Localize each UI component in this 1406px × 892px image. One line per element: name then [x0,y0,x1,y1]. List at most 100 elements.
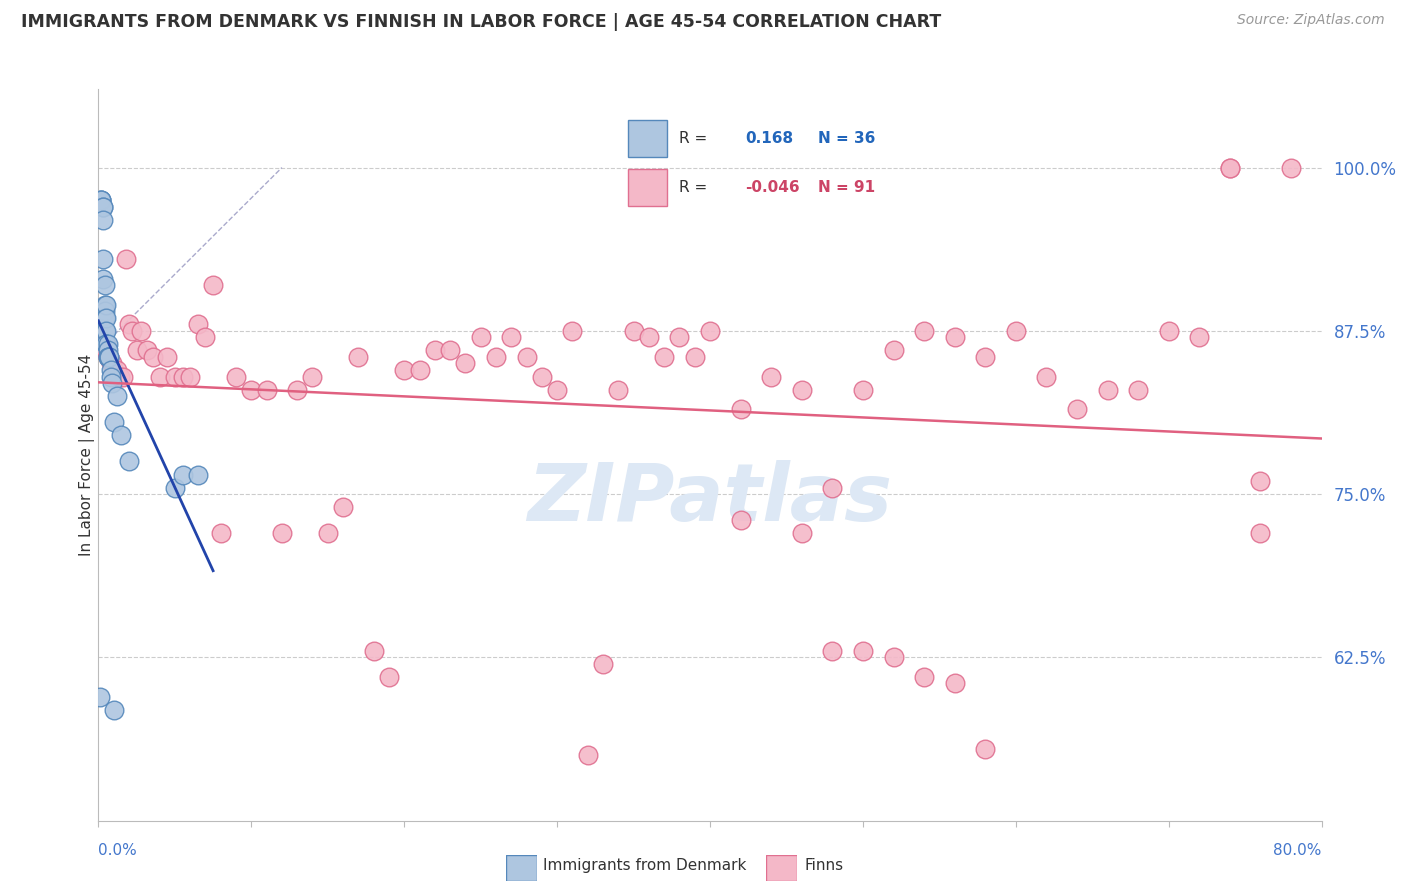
Point [91,337,114,351]
Point [91,200,114,214]
Point [790,383,813,397]
Point [883,650,905,665]
Point [163,369,186,384]
Point [111,369,134,384]
Point [94,298,117,312]
Point [121,324,143,338]
Point [91,324,114,338]
Point [852,383,875,397]
Y-axis label: In Labor Force | Age 45-54: In Labor Force | Age 45-54 [79,354,96,556]
Point [100,369,122,384]
Point [485,350,508,364]
Point [454,357,477,371]
Point [98,350,121,364]
Point [530,369,553,384]
Point [240,383,263,397]
Point [98,350,121,364]
Point [94,337,117,351]
Point [1097,383,1119,397]
Text: Immigrants from Denmark: Immigrants from Denmark [543,858,747,872]
Point [592,657,614,671]
Point [108,369,131,384]
Point [97,350,120,364]
Point [149,369,172,384]
Point [89,690,111,704]
Point [172,369,194,384]
Point [93,304,115,318]
Point [408,363,430,377]
Point [105,363,128,377]
Point [142,350,165,364]
Point [1188,330,1211,344]
Point [652,350,675,364]
Point [912,324,935,338]
Point [90,193,112,207]
Point [821,644,844,658]
Point [316,526,339,541]
Point [883,343,905,358]
Point [103,363,125,377]
Point [93,324,115,338]
Point [94,324,117,338]
Point [852,644,875,658]
Point [100,357,122,371]
Point [546,383,568,397]
Point [97,343,120,358]
Point [501,330,523,344]
Point [943,676,966,690]
Point [1249,526,1271,541]
Point [118,454,141,468]
Point [347,350,370,364]
Point [209,526,232,541]
Text: 0.168: 0.168 [745,130,794,145]
Point [470,330,492,344]
Point [1035,369,1057,384]
Point [423,343,446,358]
Text: R =: R = [679,130,707,145]
Point [623,324,645,338]
Text: 0.0%: 0.0% [98,843,138,858]
Point [1219,161,1241,175]
Point [202,278,225,293]
Point [1066,402,1088,417]
Point [91,212,114,227]
Point [270,526,292,541]
Point [105,389,128,403]
Point [699,324,721,338]
Point [91,200,114,214]
Point [516,350,538,364]
Point [974,350,997,364]
Point [730,513,752,527]
Point [103,415,125,429]
Point [163,481,186,495]
Point [576,748,599,763]
Point [256,383,278,397]
Point [332,500,354,515]
Point [943,330,966,344]
Point [912,670,935,684]
Point [790,526,813,541]
Point [1219,161,1241,175]
Text: N = 91: N = 91 [818,180,876,195]
Point [125,343,148,358]
Text: N = 36: N = 36 [818,130,876,145]
Point [136,343,159,358]
Point [1004,324,1026,338]
Text: Source: ZipAtlas.com: Source: ZipAtlas.com [1237,13,1385,28]
Point [561,324,583,338]
Point [1279,161,1302,175]
Point [607,383,630,397]
Point [301,369,323,384]
Point [90,324,112,338]
Point [225,369,247,384]
Point [1128,383,1150,397]
Point [90,193,112,207]
Point [439,343,461,358]
Point [1249,474,1271,488]
Point [103,703,125,717]
Point [97,350,120,364]
Point [637,330,661,344]
Point [94,337,117,351]
Point [93,310,115,325]
Point [94,343,117,358]
